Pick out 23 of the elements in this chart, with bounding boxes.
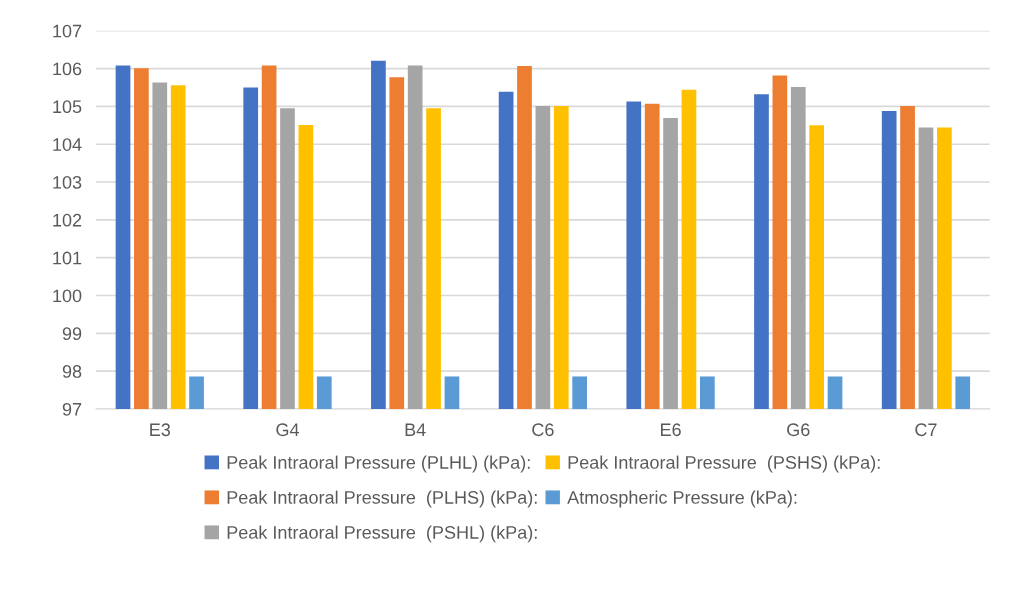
y-tick-label: 103 [53, 175, 82, 189]
legend-label: Peak Intraoral Pressure (PLHL) (kPa): [227, 455, 530, 473]
x-tick-label: B4 [405, 423, 426, 436]
x-tick-label: C6 [532, 423, 554, 437]
y-tick-label: 105 [53, 100, 82, 114]
y-tick-label: 99 [62, 327, 82, 341]
y-tick-label: 106 [53, 62, 82, 76]
x-tick-label: E6 [661, 423, 681, 437]
legend-label: Peak Intraoral Pressure (PSHL) (kPa): [227, 525, 537, 543]
legend-label: Peak Intraoral Pressure (PSHS) (kPa): [568, 455, 880, 473]
legend-label: Atmospheric Pressure (kPa): [567, 490, 797, 508]
y-tick-label: 107 [53, 24, 82, 38]
x-tick-label: E3 [150, 423, 171, 437]
x-tick-label: G6 [787, 423, 810, 437]
y-tick-label: 97 [62, 402, 82, 416]
y-tick-label: 98 [62, 365, 82, 378]
x-tick-label: G4 [276, 423, 299, 437]
x-tick-label: C7 [915, 423, 937, 437]
legend-label: Peak Intraoral Pressure (PLHS) (kPa): [227, 490, 537, 508]
y-tick-label: 101 [53, 251, 82, 265]
y-tick-label: 102 [53, 213, 82, 227]
y-tick-label: 104 [53, 138, 82, 151]
y-tick-label: 100 [53, 289, 82, 303]
